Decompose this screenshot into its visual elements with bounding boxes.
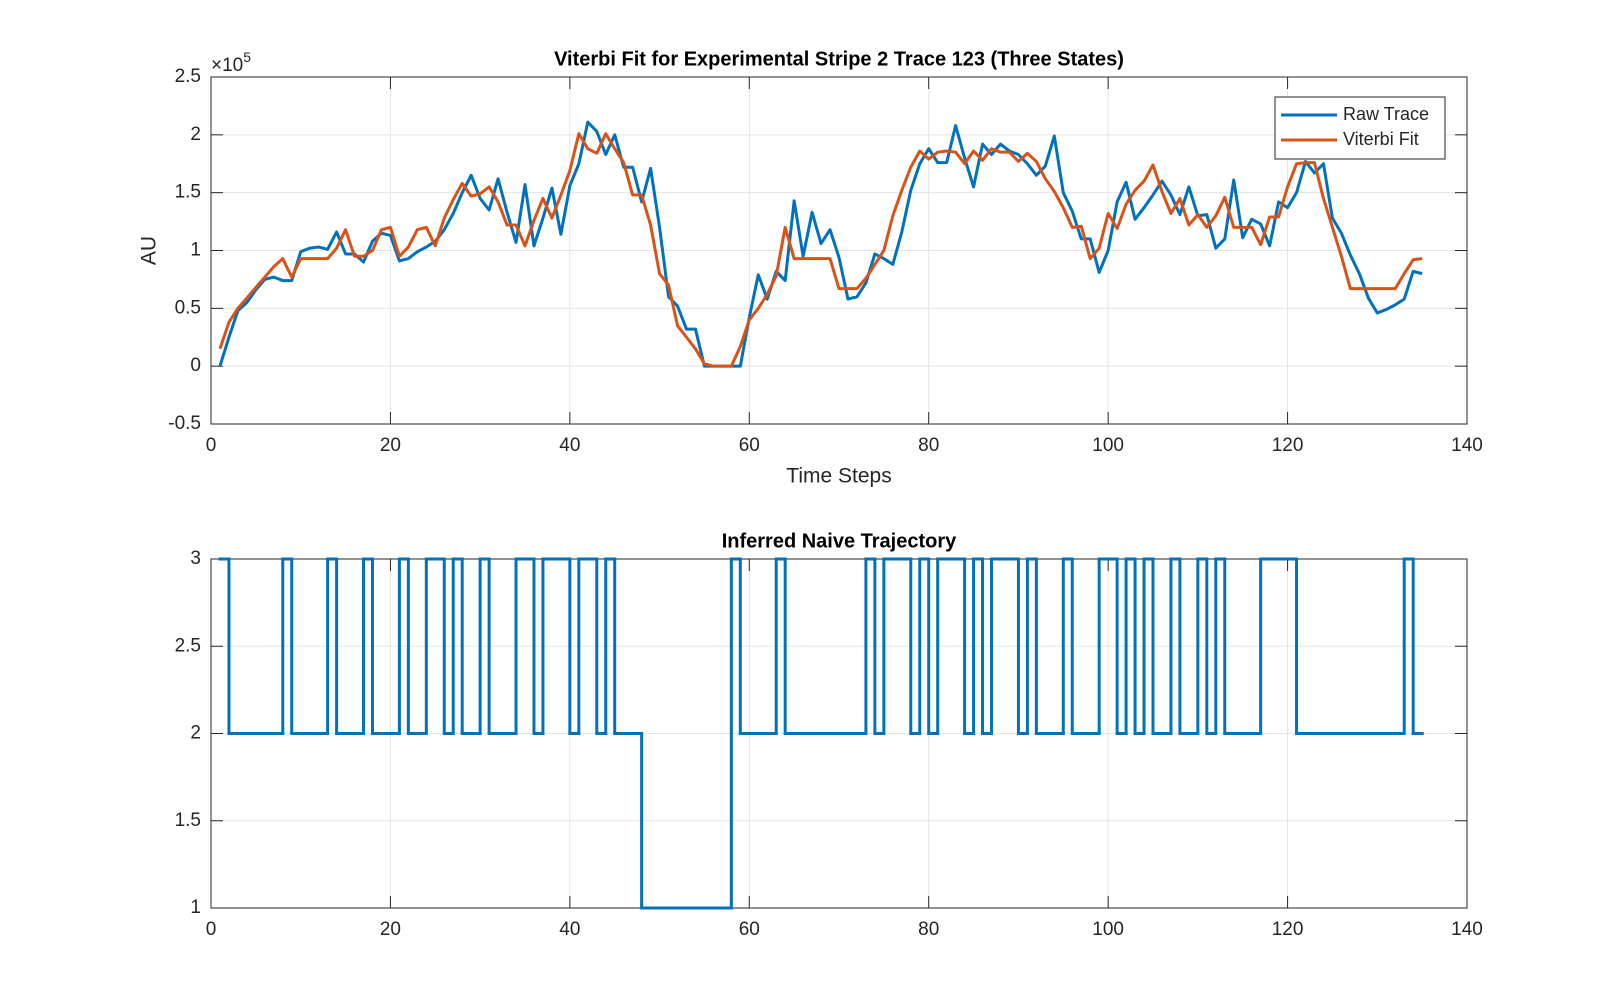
y-axis-label: AU: [138, 236, 161, 265]
data-line: [218, 120, 1423, 368]
y-tick-label: 2.5: [175, 635, 201, 656]
data-line: [218, 132, 1423, 368]
plot-lines: [218, 120, 1423, 368]
x-tick-label: 120: [1272, 919, 1304, 940]
plot-lines: [218, 557, 1424, 910]
y-tick-label: 1: [190, 897, 201, 918]
y-tick-label: 1.5: [175, 182, 201, 203]
x-tick-label: 140: [1451, 435, 1483, 456]
x-tick-label: 100: [1092, 435, 1124, 456]
axes-box: [210, 558, 1468, 909]
y-tick-label: 0: [190, 355, 201, 376]
x-tick-label: 80: [918, 919, 939, 940]
x-tick-label: 0: [206, 919, 217, 940]
x-tick-label: 60: [739, 435, 760, 456]
x-tick-label: 0: [206, 435, 217, 456]
y-tick-label: 2: [190, 723, 201, 744]
axes-box: [210, 76, 1468, 425]
legend-label: Raw Trace: [1343, 104, 1429, 124]
multiplier-base: ×10: [211, 55, 243, 76]
x-tick-label: 140: [1451, 919, 1483, 940]
x-tick-label: 40: [559, 919, 580, 940]
x-tick-label: 40: [559, 435, 580, 456]
x-tick-label: 120: [1272, 435, 1304, 456]
multiplier-power: 5: [243, 49, 251, 65]
y-tick-label: 2: [190, 124, 201, 145]
x-tick-label: 100: [1092, 919, 1124, 940]
y-tick-label: 0.5: [175, 297, 201, 318]
x-tick-label: 20: [380, 435, 401, 456]
y-tick-label: -0.5: [168, 413, 201, 434]
y-tick-label: 3: [190, 548, 201, 569]
y-tick-label: 2.5: [175, 66, 201, 87]
x-tick-label: 60: [739, 919, 760, 940]
legend-box: [1274, 96, 1446, 160]
y-tick-label: 1.5: [175, 810, 201, 831]
y-multiplier: ×105: [211, 49, 251, 76]
x-tick-label: 80: [918, 435, 939, 456]
x-axis-label: Time Steps: [786, 465, 891, 488]
chart-title: Inferred Naive Trajectory: [722, 530, 957, 552]
chart-title: Viterbi Fit for Experimental Stripe 2 Tr…: [554, 48, 1124, 70]
x-tick-label: 20: [380, 919, 401, 940]
legend-label: Viterbi Fit: [1343, 129, 1419, 149]
y-tick-label: 1: [190, 240, 201, 261]
